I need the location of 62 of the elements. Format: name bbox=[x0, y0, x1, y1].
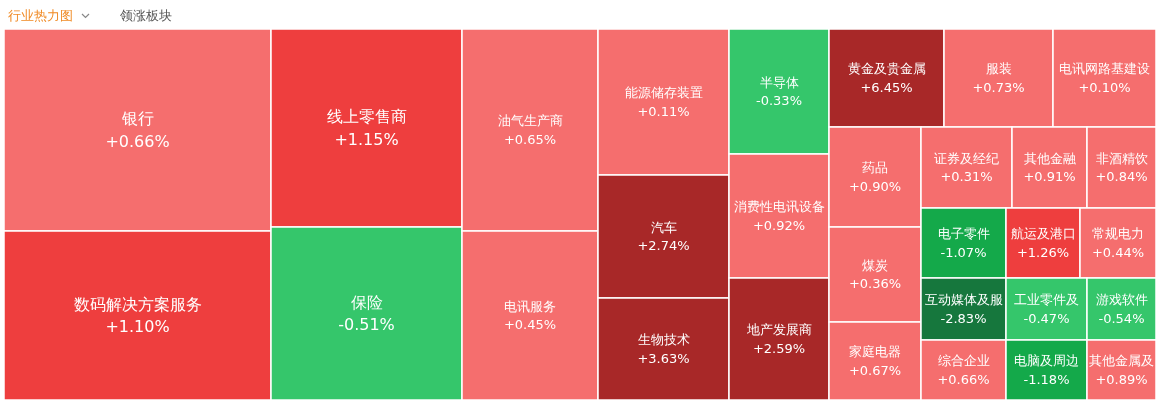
category-label: 半导体 bbox=[759, 74, 799, 90]
category-label: 电子零件 bbox=[937, 226, 990, 242]
data-label: +0.36% bbox=[848, 276, 902, 292]
category-label: 银行 bbox=[120, 109, 154, 129]
data-label: +0.84% bbox=[1095, 169, 1148, 185]
category-label: 保险 bbox=[350, 292, 383, 312]
category-label: 游戏软件 bbox=[1095, 292, 1148, 308]
category-label: 家庭电器 bbox=[849, 344, 901, 360]
category-label: 线上零售商 bbox=[326, 107, 407, 127]
data-label: +0.10% bbox=[1078, 79, 1131, 95]
data-label: -0.51% bbox=[338, 315, 395, 335]
category-label: 地产发展商 bbox=[745, 322, 812, 338]
category-label: 生物技术 bbox=[637, 332, 690, 348]
category-label: 其他金融 bbox=[1023, 150, 1076, 166]
data-label: +0.66% bbox=[105, 131, 170, 151]
data-label: +0.73% bbox=[972, 79, 1025, 95]
category-label: 综合企业 bbox=[937, 353, 990, 369]
data-label: +0.31% bbox=[940, 169, 993, 185]
data-label: +0.92% bbox=[752, 217, 806, 233]
data-label: -2.83% bbox=[940, 310, 987, 326]
category-label: 电脑及周边 bbox=[1014, 353, 1079, 369]
category-label: 药品 bbox=[862, 160, 888, 176]
category-label: 油气生产商 bbox=[497, 113, 563, 129]
data-label: +2.74% bbox=[637, 238, 690, 254]
category-label: 互动媒体及服 bbox=[924, 292, 1003, 308]
data-label: +0.67% bbox=[848, 362, 902, 378]
data-label: +0.45% bbox=[503, 317, 557, 333]
category-label: 电讯服务 bbox=[504, 298, 556, 314]
data-label: -0.54% bbox=[1098, 310, 1145, 326]
category-label: 能源储存装置 bbox=[624, 85, 703, 101]
category-label: 航运及港口 bbox=[1010, 226, 1076, 242]
data-label: +1.26% bbox=[1016, 244, 1070, 260]
data-label: +1.15% bbox=[334, 129, 399, 149]
data-label: +0.90% bbox=[848, 178, 902, 194]
subtitle: 领涨板块 bbox=[120, 8, 172, 23]
category-label: 汽车 bbox=[650, 219, 677, 235]
category-label: 煤炭 bbox=[862, 257, 888, 273]
data-label: +2.59% bbox=[752, 340, 806, 356]
data-label: +0.11% bbox=[637, 103, 690, 119]
data-label: -1.07% bbox=[940, 244, 987, 260]
category-label: 证券及经纪 bbox=[934, 150, 999, 166]
category-label: 非酒精饮 bbox=[1095, 150, 1148, 166]
category-label: 其他金属及 bbox=[1089, 353, 1154, 369]
category-label: 消费性电讯设备 bbox=[733, 199, 825, 215]
data-label: -0.47% bbox=[1023, 310, 1070, 326]
category-label: 黄金及贵金属 bbox=[847, 61, 926, 77]
data-label: +0.44% bbox=[1091, 244, 1145, 260]
data-label: +0.91% bbox=[1023, 169, 1076, 185]
data-label: +0.66% bbox=[937, 371, 990, 387]
category-label: 工业零件及 bbox=[1014, 292, 1079, 308]
data-label: +0.89% bbox=[1095, 371, 1148, 387]
category-label: 常规电力 bbox=[1092, 226, 1144, 242]
category-label: 服装 bbox=[985, 61, 1012, 77]
title: 行业热力图 bbox=[8, 8, 73, 23]
data-label: +0.65% bbox=[503, 131, 557, 147]
data-label: +3.63% bbox=[637, 350, 690, 366]
category-label: 数码解决方案服务 bbox=[73, 294, 202, 314]
data-label: -0.33% bbox=[756, 93, 802, 109]
data-label: +6.45% bbox=[860, 79, 913, 95]
data-label: -1.18% bbox=[1023, 371, 1070, 387]
category-label: 电讯网路基建设 bbox=[1059, 61, 1150, 77]
data-label: +1.10% bbox=[105, 317, 170, 337]
